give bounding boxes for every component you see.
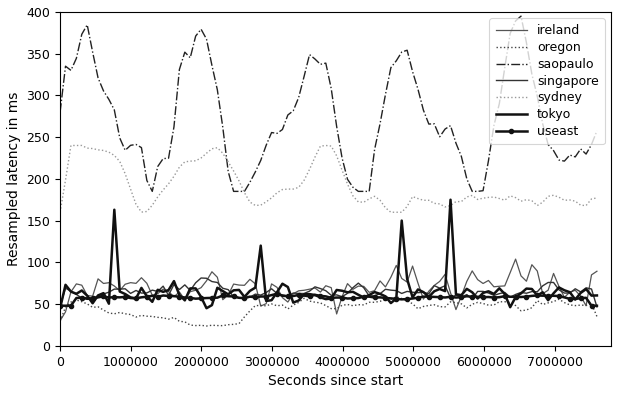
singapore [339, 294, 346, 299]
tokyo [56, 306, 64, 310]
oregon [392, 294, 400, 299]
ireland [593, 269, 601, 274]
Line: saopaulo: saopaulo [60, 16, 597, 192]
useast [181, 295, 188, 300]
saopaulo [56, 110, 64, 115]
useast [593, 303, 601, 308]
saopaulo [382, 92, 389, 97]
tokyo [555, 285, 562, 290]
tokyo [572, 297, 579, 302]
sydney [56, 210, 64, 214]
singapore [197, 276, 205, 280]
oregon [561, 300, 568, 305]
saopaulo [561, 159, 568, 164]
useast [382, 295, 389, 300]
tokyo [376, 292, 384, 296]
useast [339, 295, 346, 300]
ireland [555, 284, 562, 289]
tokyo [181, 298, 188, 303]
singapore [159, 284, 167, 288]
sydney [382, 205, 389, 210]
oregon [339, 303, 346, 308]
ireland [572, 288, 579, 293]
sydney [187, 159, 194, 164]
saopaulo [187, 55, 194, 60]
singapore [382, 287, 389, 292]
useast [159, 293, 167, 298]
singapore [181, 282, 188, 287]
saopaulo [593, 128, 601, 133]
useast [56, 303, 64, 308]
ireland [56, 318, 64, 323]
Line: ireland: ireland [60, 259, 597, 321]
singapore [593, 305, 601, 309]
tokyo [593, 293, 601, 298]
saopaulo [577, 147, 585, 151]
singapore [572, 286, 579, 291]
sydney [339, 168, 346, 173]
sydney [165, 181, 172, 186]
ireland [159, 287, 167, 292]
oregon [382, 297, 389, 301]
Legend: ireland, oregon, saopaulo, singapore, sydney, tokyo, useast: ireland, oregon, saopaulo, singapore, sy… [489, 18, 605, 144]
X-axis label: Seconds since start: Seconds since start [268, 374, 403, 388]
oregon [56, 319, 64, 324]
Line: useast: useast [58, 292, 599, 308]
saopaulo [148, 189, 156, 194]
Line: sydney: sydney [60, 145, 597, 212]
ireland [333, 312, 341, 316]
saopaulo [517, 14, 525, 19]
singapore [555, 288, 562, 292]
Y-axis label: Resampled latency in ms: Resampled latency in ms [7, 92, 21, 266]
Line: tokyo: tokyo [60, 200, 597, 308]
Line: oregon: oregon [60, 297, 597, 326]
tokyo [447, 198, 454, 202]
Line: singapore: singapore [60, 278, 597, 307]
singapore [56, 304, 64, 308]
sydney [572, 199, 579, 203]
oregon [577, 303, 585, 307]
oregon [159, 316, 167, 320]
sydney [67, 143, 75, 148]
oregon [593, 314, 601, 319]
oregon [203, 324, 210, 328]
ireland [181, 297, 188, 302]
ireland [512, 257, 519, 261]
sydney [555, 195, 562, 199]
useast [273, 292, 281, 296]
useast [572, 297, 579, 301]
tokyo [159, 290, 167, 294]
ireland [376, 278, 384, 283]
saopaulo [339, 156, 346, 160]
sydney [593, 196, 601, 200]
oregon [181, 320, 188, 324]
useast [555, 293, 562, 298]
saopaulo [165, 156, 172, 160]
tokyo [333, 288, 341, 292]
